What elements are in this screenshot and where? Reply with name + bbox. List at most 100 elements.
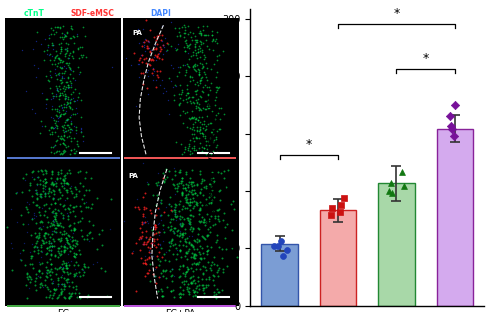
Point (53, 124, 61, 129)
Point (75, 55, 82, 60)
Point (188, 200, 196, 205)
Point (185, 179, 193, 184)
Point (193, 66, 201, 71)
Point (163, 174, 171, 179)
Point (200, 256, 208, 261)
Point (165, 168, 173, 173)
Point (189, 144, 197, 149)
Point (181, 186, 188, 191)
Point (172, 139, 180, 144)
Point (176, 82, 184, 87)
Point (184, 218, 192, 223)
Point (39, 241, 47, 246)
Point (190, 188, 198, 193)
Point (70, 227, 78, 232)
Point (213, 207, 221, 212)
Point (56, 34, 64, 39)
Point (42, 231, 50, 236)
Point (200, 219, 208, 224)
Point (23, 200, 31, 205)
Point (131, 289, 139, 294)
Point (191, 37, 199, 42)
Point (188, 77, 196, 82)
Point (59, 141, 66, 146)
Point (62, 95, 70, 100)
Point (193, 46, 201, 51)
Point (157, 213, 164, 218)
Point (171, 82, 179, 87)
Point (186, 216, 194, 221)
Point (161, 257, 168, 262)
Point (228, 245, 236, 250)
Point (169, 181, 177, 186)
Point (203, 252, 210, 257)
Point (206, 120, 214, 125)
Point (60, 178, 68, 183)
Point (194, 278, 202, 283)
Point (193, 24, 201, 29)
Point (190, 288, 198, 293)
Point (58, 35, 66, 40)
Point (152, 54, 160, 59)
Point (97, 265, 104, 270)
Point (59, 128, 66, 133)
Point (67, 24, 75, 29)
Point (144, 39, 152, 44)
Point (19, 247, 27, 252)
Point (68, 54, 76, 59)
Point (62, 180, 70, 185)
Point (187, 274, 195, 279)
Point (76, 204, 84, 209)
Point (89, 222, 97, 227)
Point (152, 41, 160, 46)
Point (166, 20, 174, 25)
Point (38, 169, 45, 174)
Point (207, 183, 215, 188)
Point (59, 259, 66, 264)
Point (85, 188, 93, 193)
Point (48, 41, 56, 46)
Point (33, 192, 41, 197)
Point (48, 280, 56, 285)
Point (34, 235, 42, 240)
Point (179, 243, 187, 248)
Point (207, 198, 215, 203)
Point (179, 120, 186, 125)
Point (197, 31, 204, 36)
Point (63, 245, 71, 250)
Point (33, 30, 41, 35)
Point (81, 201, 88, 206)
Point (36, 262, 43, 267)
Point (171, 242, 179, 247)
Point (121, 218, 128, 223)
Point (199, 133, 206, 138)
Point (63, 134, 71, 139)
Point (203, 248, 211, 253)
Point (70, 151, 78, 156)
Point (159, 42, 166, 47)
Point (49, 182, 57, 187)
Point (32, 240, 40, 245)
Point (72, 240, 80, 245)
Point (195, 128, 203, 133)
Point (66, 202, 74, 207)
Point (66, 245, 74, 250)
Point (158, 171, 166, 176)
Point (62, 264, 70, 269)
Point (157, 271, 164, 276)
Point (202, 61, 210, 66)
Point (64, 123, 72, 128)
Point (18, 190, 26, 195)
Point (49, 278, 57, 283)
Point (138, 60, 146, 65)
Point (201, 197, 209, 202)
Point (65, 280, 73, 285)
Point (56, 77, 64, 82)
Point (188, 188, 196, 193)
Point (53, 177, 61, 182)
Point (193, 124, 201, 129)
Point (79, 266, 86, 271)
Point (151, 244, 159, 249)
Point (56, 175, 63, 180)
Point (56, 252, 63, 257)
